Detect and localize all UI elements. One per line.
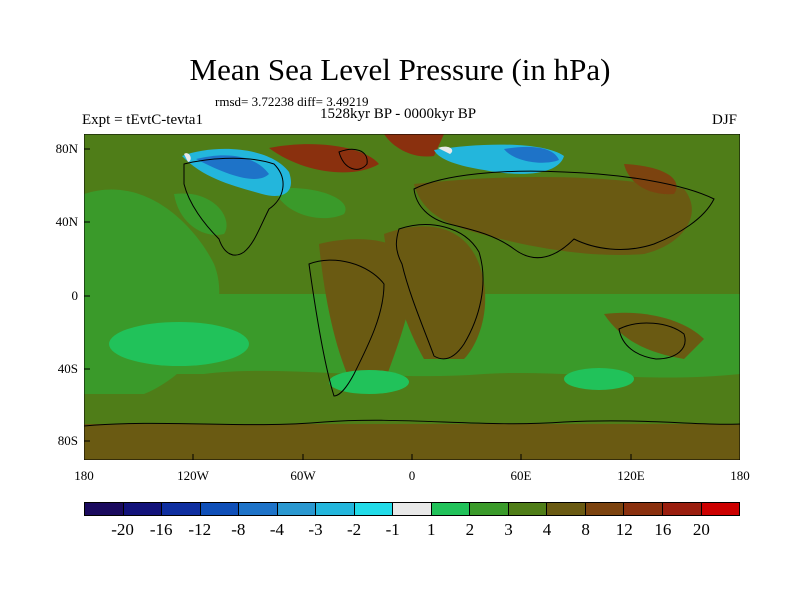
colorbar-swatch [277,503,317,515]
greenland-coast [338,148,368,170]
ice-white-2 [438,146,453,154]
colorbar-swatch [431,503,471,515]
colorbar-label: 3 [504,520,513,539]
south-indian-pool [564,368,634,390]
colorbar-label: -3 [308,520,323,539]
colorbar-swatch [239,503,278,515]
south-america-field [319,239,414,389]
eurasia-low-core [504,146,559,163]
colorbar-label: -12 [188,520,212,539]
colorbar-swatch [624,503,663,515]
eurasia-coast [413,170,715,259]
colorbar-swatch [162,503,201,515]
north-america-low-core [196,155,269,179]
colorbar-label: -8 [231,520,246,539]
colorbar-label: -20 [111,520,134,539]
colorbar-swatch [393,503,432,515]
map-title: Mean Sea Level Pressure (in hPa) [189,52,611,87]
eurasia-field [414,177,692,255]
season-label: DJF [712,112,738,128]
colorbar-label: -1 [385,520,400,539]
colorbar-label: -4 [269,520,285,539]
colorbar-label: 20 [692,520,710,539]
lon-label-60w: 60W [290,468,316,483]
africa-coast [395,224,484,360]
south-pacific-pool [109,322,249,366]
colorbar-swatch [585,503,625,515]
lon-label-120e: 120E [617,468,645,483]
lat-label-80s: 80S [57,433,78,448]
experiment-label: Expt = tEvtC-tevta1 [82,112,203,128]
australia-coast [618,322,686,360]
lat-label-40n: 40N [55,214,78,229]
colorbar-label: -2 [347,520,362,539]
pressure-map [84,134,740,460]
antarctic-field [84,424,740,460]
lon-label-180w: 180 [74,468,94,483]
lon-label-120w: 120W [177,468,209,483]
lat-label-80n: 80N [55,141,78,156]
lon-label-0: 0 [408,468,416,483]
lon-label-180e: 180 [730,468,750,483]
colorbar-swatch [508,503,548,515]
north-high-b [384,134,444,157]
colorbar-swatch [662,503,702,515]
lat-label-40s: 40S [57,361,78,376]
colorbar-label: 16 [654,520,672,539]
north-america-coast [183,157,284,256]
colorbar-label: -16 [149,520,173,539]
ice-white-1 [184,153,191,162]
lon-label-60e: 60E [510,468,532,483]
colorbar-swatch [200,503,240,515]
colorbar-label: 4 [542,520,552,539]
north-high-a [269,144,379,173]
colorbar-swatch [316,503,355,515]
period-text: 1528kyr BP - 0000kyr BP [320,106,477,122]
colorbar-label: 8 [581,520,590,539]
colorbar-swatch [701,503,740,515]
axis-ticks [84,148,632,460]
colorbar-swatch [470,503,509,515]
south-america-coast [308,259,385,397]
colorbar-swatch [85,503,124,515]
north-atlantic-patch [274,188,346,219]
africa-field [384,226,486,359]
colorbar-swatch [354,503,394,515]
colorbar-swatch [123,503,163,515]
australia-field [604,312,704,359]
stats-text: rmsd= 3.72238 diff= 3.49219 [215,94,369,109]
colorbar-label: 2 [465,520,475,539]
colorbar-label: 12 [615,520,633,539]
colorbar [84,502,740,516]
coastlines [84,148,740,427]
north-pacific-patch [174,193,227,235]
antarctica-coast [84,419,740,427]
colorbar-label: 1 [427,520,436,539]
siberian-high [624,164,677,195]
colorbar-swatch [547,503,586,515]
lat-label-eq: 0 [71,288,79,303]
south-atlantic-pool [329,370,409,394]
